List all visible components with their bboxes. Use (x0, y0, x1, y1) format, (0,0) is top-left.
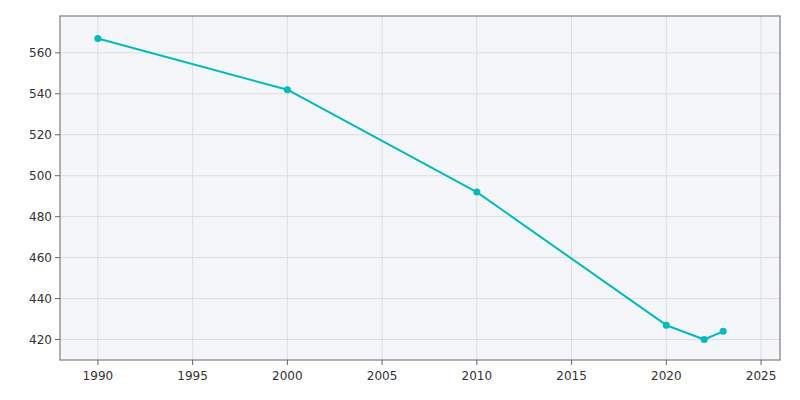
x-tick (476, 360, 477, 365)
x-grid-line (476, 16, 477, 360)
y-tick (55, 175, 60, 176)
chart-container: 1990 1995 2000 2005 2010 2015 2020 2025 420 440 46… (0, 0, 800, 400)
x-grid-line (571, 16, 572, 360)
y-grid-line (60, 298, 780, 299)
y-tick-label: 500 (29, 169, 52, 183)
x-tick (571, 360, 572, 365)
line (98, 39, 723, 340)
y-grid-line (60, 175, 780, 176)
y-tick-label: 460 (29, 251, 52, 265)
x-grid-line (192, 16, 193, 360)
x-tick-label: 1995 (177, 369, 208, 383)
y-tick (55, 257, 60, 258)
y-grid-line (60, 216, 780, 217)
x-tick (287, 360, 288, 365)
y-grid-line (60, 257, 780, 258)
y-grid-line (60, 52, 780, 53)
x-grid-line (382, 16, 383, 360)
y-tick (55, 52, 60, 53)
point (701, 336, 708, 343)
y-tick-label: 440 (29, 292, 52, 306)
x-tick (761, 360, 762, 365)
x-tick-label: 2025 (746, 369, 777, 383)
point (663, 322, 670, 329)
y-tick-label: 420 (29, 333, 52, 347)
point (473, 189, 480, 196)
y-tick-label: 520 (29, 128, 52, 142)
plot-background (60, 16, 780, 360)
point (94, 35, 101, 42)
x-grid-line (761, 16, 762, 360)
y-tick (55, 298, 60, 299)
x-tick-label: 2015 (556, 369, 587, 383)
point (284, 86, 291, 93)
point (720, 328, 727, 335)
x-grid-line (287, 16, 288, 360)
y-grid-line (60, 93, 780, 94)
x-tick (97, 360, 98, 365)
plot-frame (60, 16, 780, 360)
x-tick-label: 2010 (462, 369, 493, 383)
y-tick-label: 480 (29, 210, 52, 224)
grid (60, 16, 780, 360)
chart-svg: 1990 1995 2000 2005 2010 2015 2020 2025 420 440 46… (0, 0, 800, 400)
x-tick (382, 360, 383, 365)
axes: 1990 1995 2000 2005 2010 2015 2020 2025 420 440 46… (29, 16, 780, 383)
y-grid-line (60, 339, 780, 340)
x-grid-line (666, 16, 667, 360)
x-tick-label: 2005 (367, 369, 398, 383)
x-tick-label: 1990 (83, 369, 114, 383)
y-tick-label: 560 (29, 46, 52, 60)
x-tick (192, 360, 193, 365)
y-tick (55, 339, 60, 340)
y-tick (55, 93, 60, 94)
x-tick-label: 2020 (651, 369, 682, 383)
y-tick (55, 134, 60, 135)
x-tick-label: 2000 (272, 369, 303, 383)
y-tick (55, 216, 60, 217)
y-tick-label: 540 (29, 87, 52, 101)
series (94, 35, 726, 343)
x-tick (666, 360, 667, 365)
x-grid-line (97, 16, 98, 360)
y-grid-line (60, 134, 780, 135)
